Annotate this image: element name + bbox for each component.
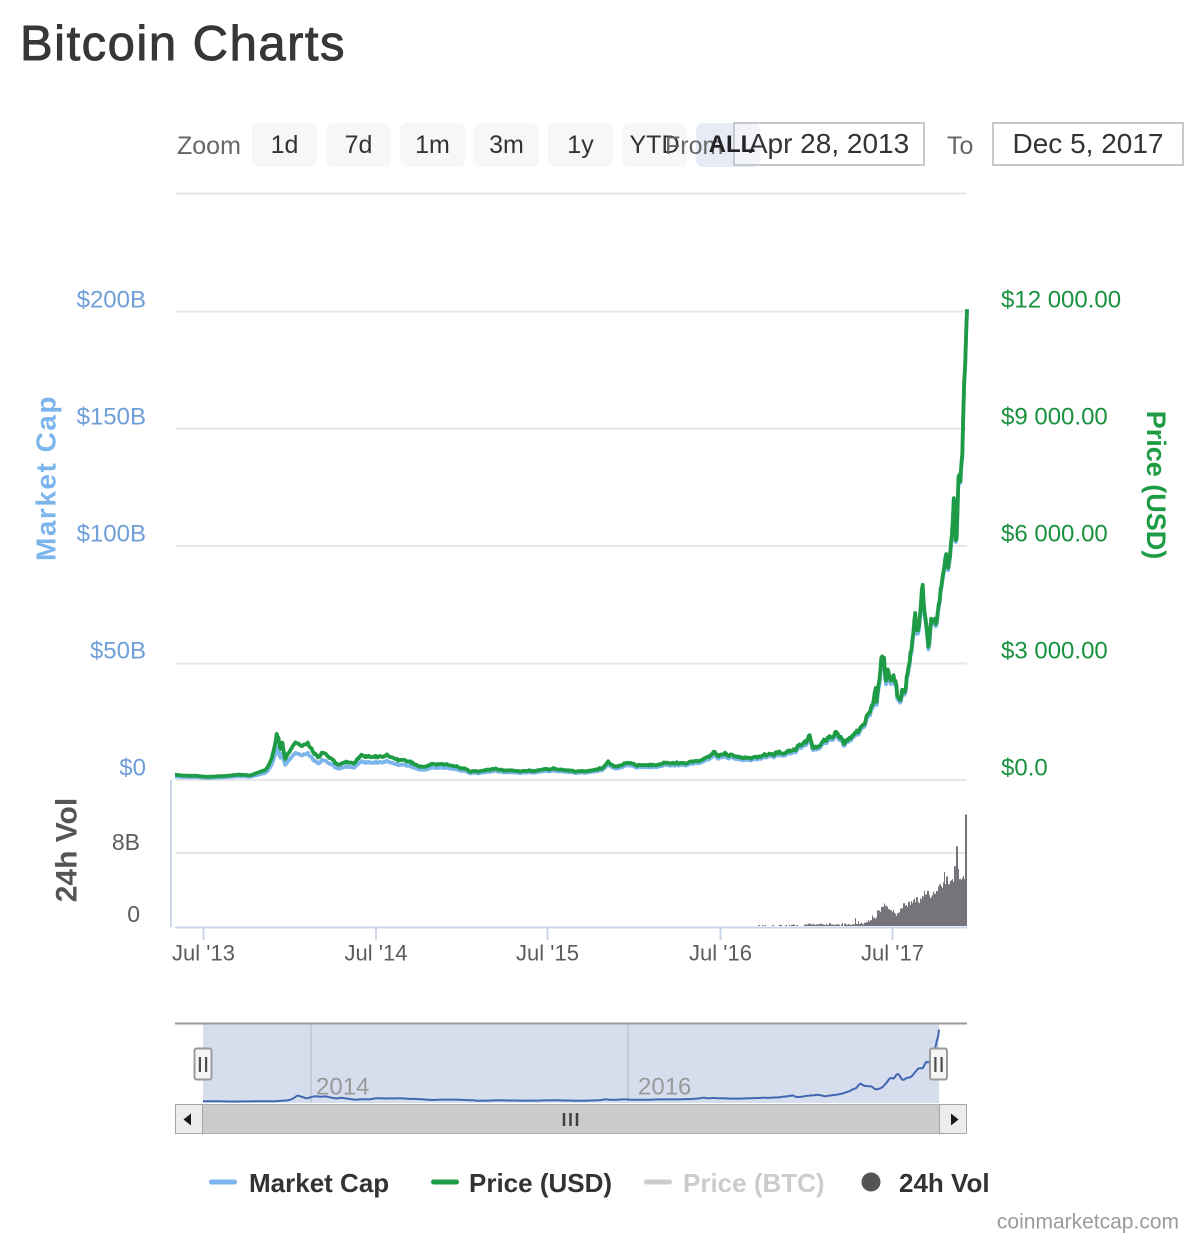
svg-text:Market Cap: Market Cap xyxy=(31,395,62,561)
svg-text:2016: 2016 xyxy=(638,1074,691,1101)
svg-text:$9 000.00: $9 000.00 xyxy=(1001,404,1108,431)
svg-text:Jul '16: Jul '16 xyxy=(689,941,752,966)
svg-text:$12 000.00: $12 000.00 xyxy=(1001,287,1121,314)
svg-text:Price (USD): Price (USD) xyxy=(1141,411,1171,560)
svg-text:$150B: $150B xyxy=(77,404,146,431)
svg-text:2014: 2014 xyxy=(316,1074,369,1101)
svg-text:Market Cap: Market Cap xyxy=(249,1168,389,1198)
svg-text:24h Vol: 24h Vol xyxy=(899,1168,990,1198)
svg-text:coinmarketcap.com: coinmarketcap.com xyxy=(997,1211,1179,1234)
svg-text:$6 000.00: $6 000.00 xyxy=(1001,521,1108,548)
svg-text:0: 0 xyxy=(127,901,140,927)
svg-text:$100B: $100B xyxy=(77,521,146,548)
svg-text:Jul '17: Jul '17 xyxy=(861,941,924,966)
svg-text:$200B: $200B xyxy=(77,287,146,314)
svg-text:Jul '14: Jul '14 xyxy=(345,941,408,966)
svg-text:$0.0: $0.0 xyxy=(1001,755,1048,782)
svg-text:$50B: $50B xyxy=(90,638,146,665)
svg-text:Price (BTC): Price (BTC) xyxy=(683,1168,825,1198)
svg-text:24h Vol: 24h Vol xyxy=(51,798,84,902)
svg-text:8B: 8B xyxy=(112,829,140,855)
svg-text:Jul '13: Jul '13 xyxy=(172,941,235,966)
svg-text:$0: $0 xyxy=(119,755,146,782)
svg-text:$3 000.00: $3 000.00 xyxy=(1001,638,1108,665)
svg-text:Price (USD): Price (USD) xyxy=(469,1168,612,1198)
svg-text:Jul '15: Jul '15 xyxy=(516,941,579,966)
